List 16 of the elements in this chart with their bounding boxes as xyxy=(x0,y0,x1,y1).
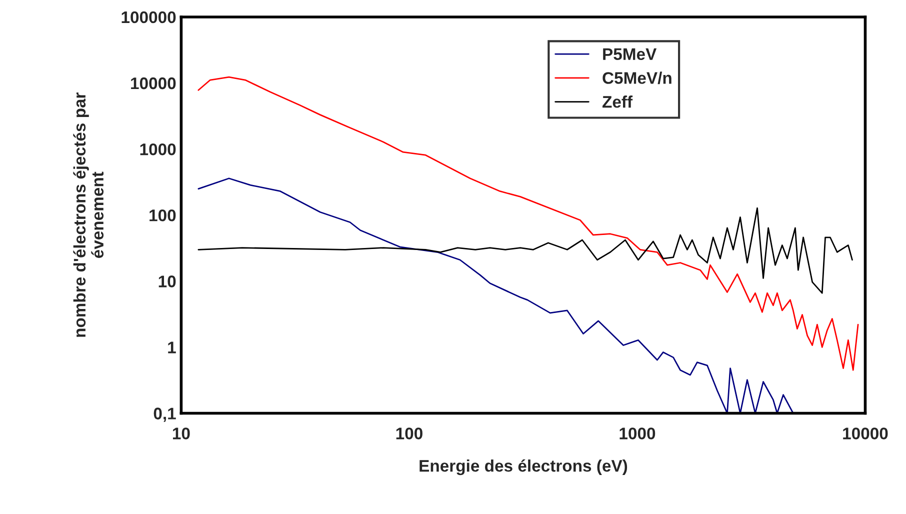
y-tick-label: 100 xyxy=(150,210,176,222)
y-tick-label: 0,1 xyxy=(154,408,176,422)
legend-label: C5MeV/n xyxy=(602,72,672,84)
y-tick-label: 10000 xyxy=(131,77,176,90)
legend-label: Zeff xyxy=(602,96,633,108)
x-axis-title: Energie des électrons (eV) xyxy=(420,459,628,476)
x-tick-label: 10000 xyxy=(843,428,888,440)
y-tick-label: 1 xyxy=(168,342,176,354)
y-axis-title: nombre d'électrons éjectés par évenement xyxy=(73,92,104,337)
x-tick-label: 100 xyxy=(396,428,422,440)
y-tick-label: 1000 xyxy=(140,143,176,156)
x-tick-label: 1000 xyxy=(620,428,656,440)
legend-label: P5MeV xyxy=(603,48,657,60)
y-tick-label: 10 xyxy=(158,276,176,288)
y-tick-label: 100000 xyxy=(122,11,176,24)
x-tick-label: 10 xyxy=(172,428,190,440)
